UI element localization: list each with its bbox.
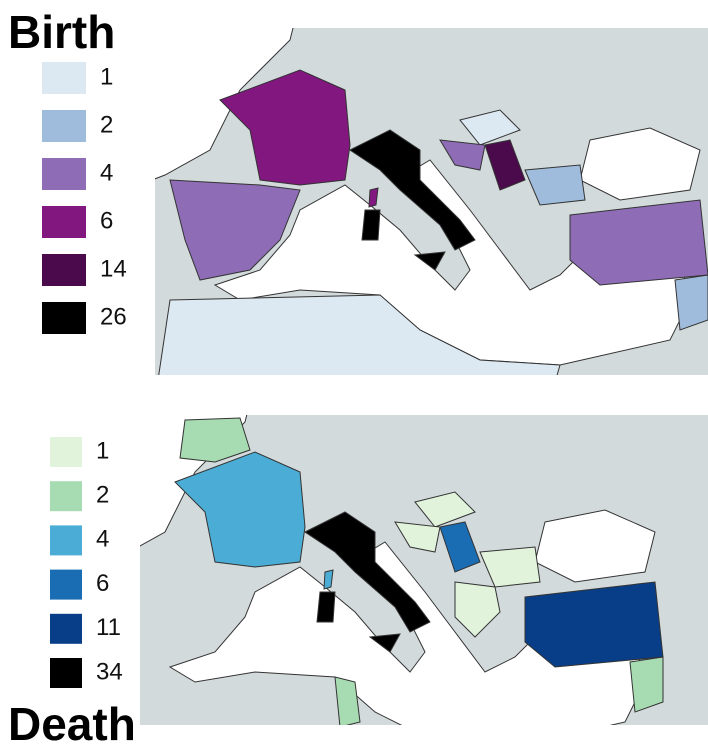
legend-swatch bbox=[42, 62, 86, 94]
legend-label: 4 bbox=[96, 526, 109, 553]
legend-swatch bbox=[42, 158, 86, 190]
legend-swatch bbox=[42, 302, 86, 334]
legend-label: 1 bbox=[100, 63, 113, 90]
birth-map bbox=[155, 28, 708, 375]
legend-label: 6 bbox=[100, 207, 113, 234]
legend-label: 2 bbox=[100, 111, 113, 138]
legend-swatch bbox=[50, 658, 82, 688]
legend-label: 34 bbox=[96, 658, 123, 685]
legend-swatch bbox=[50, 569, 82, 600]
legend-swatch bbox=[42, 254, 86, 286]
legend-label: 2 bbox=[96, 482, 109, 509]
legend-label: 4 bbox=[100, 159, 113, 186]
legend-label: 1 bbox=[96, 437, 109, 464]
death-title: Death bbox=[8, 698, 136, 749]
legends: 1 2 4 6 14 26 1 2 4 6 11 34 bbox=[42, 62, 127, 688]
legend-swatch bbox=[50, 525, 82, 556]
death-map bbox=[140, 415, 708, 725]
legend-swatch bbox=[42, 110, 86, 142]
legend-swatch bbox=[42, 206, 86, 238]
legend-swatch bbox=[50, 481, 82, 512]
legend-swatch bbox=[50, 613, 82, 644]
legend-label: 11 bbox=[96, 614, 121, 641]
legend-label: 14 bbox=[100, 255, 127, 282]
birth-title: Birth bbox=[8, 6, 115, 58]
legend-label: 6 bbox=[96, 570, 109, 597]
legend-swatch bbox=[50, 437, 82, 467]
legend-label: 26 bbox=[100, 303, 127, 330]
